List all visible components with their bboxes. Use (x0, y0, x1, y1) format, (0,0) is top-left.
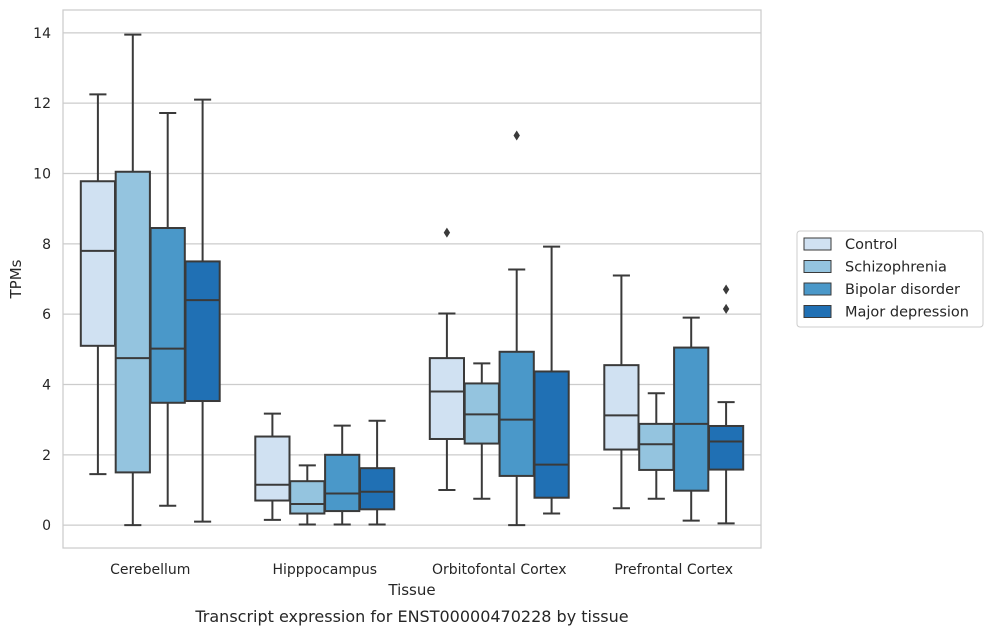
y-tick-labels: 0 2 4 6 8 10 12 14 (33, 26, 51, 534)
outlier-point (513, 130, 520, 141)
y-tick-label: 12 (33, 96, 51, 112)
y-tick-label: 8 (42, 237, 51, 253)
box-control (79, 93, 117, 476)
y-tick-label: 2 (42, 448, 51, 464)
box (533, 370, 570, 499)
legend-swatch (803, 305, 832, 318)
box-bipolar-disorder (673, 316, 710, 522)
box (638, 422, 675, 471)
outlier-point (443, 227, 451, 238)
legend-frame (796, 230, 984, 328)
box-major-depression (358, 419, 396, 526)
x-tick-label: Cerebellum (110, 562, 190, 578)
box-schizophrenia (289, 464, 326, 526)
box (79, 180, 117, 347)
box (707, 424, 745, 471)
box (184, 260, 221, 403)
x-axis-label: Tissue (387, 581, 435, 599)
box (428, 357, 466, 440)
box (673, 346, 710, 492)
outlier-point (722, 303, 730, 314)
y-tick-label: 0 (42, 518, 51, 534)
legend-label: Bipolar disorder (845, 282, 960, 298)
y-tick-label: 10 (33, 167, 51, 183)
x-tick-label: Orbitofontal Cortex (432, 562, 567, 578)
box-major-depression (707, 284, 745, 525)
x-tick-labels: Cerebellum Hipppocampus Orbitofontal Corte… (110, 562, 733, 578)
box-control (254, 412, 291, 521)
legend-swatch (803, 237, 832, 251)
box (603, 364, 640, 451)
legend-swatch (803, 260, 832, 273)
x-tick-label: Hipppocampus (272, 562, 377, 578)
x-tick-label: Prefrontal Cortex (614, 562, 733, 578)
box-groups (79, 33, 745, 527)
box (289, 480, 326, 515)
box-schizophrenia (463, 362, 500, 500)
y-tick-label: 14 (33, 26, 51, 42)
box (498, 350, 535, 477)
y-tick-label: 4 (42, 377, 51, 393)
box-bipolar-disorder (149, 112, 186, 507)
box-control (428, 227, 466, 491)
box-bipolar-disorder (324, 424, 361, 526)
box-bipolar-disorder (498, 130, 535, 527)
box-major-depression (184, 98, 221, 523)
box-schizophrenia (114, 33, 151, 527)
legend-swatch (803, 282, 832, 296)
y-axis-label: TPMs (7, 259, 25, 299)
y-tick-label: 6 (42, 307, 51, 323)
legend-label: Schizophrenia (845, 260, 947, 276)
box-control (603, 274, 640, 510)
box (324, 453, 361, 513)
box (358, 467, 396, 511)
box-schizophrenia (638, 392, 675, 500)
legend-label: Major depression (845, 305, 969, 321)
box-major-depression (533, 245, 570, 515)
legend: Control Schizophrenia Bipolar disorder Majo… (796, 230, 984, 328)
legend-label: Control (845, 237, 897, 253)
box (114, 170, 151, 474)
chart-caption: Transcript expression for ENST0000047022… (194, 607, 628, 626)
outlier-point (722, 284, 730, 295)
plot-frame (62, 9, 762, 549)
box (149, 227, 186, 404)
box (254, 435, 291, 502)
